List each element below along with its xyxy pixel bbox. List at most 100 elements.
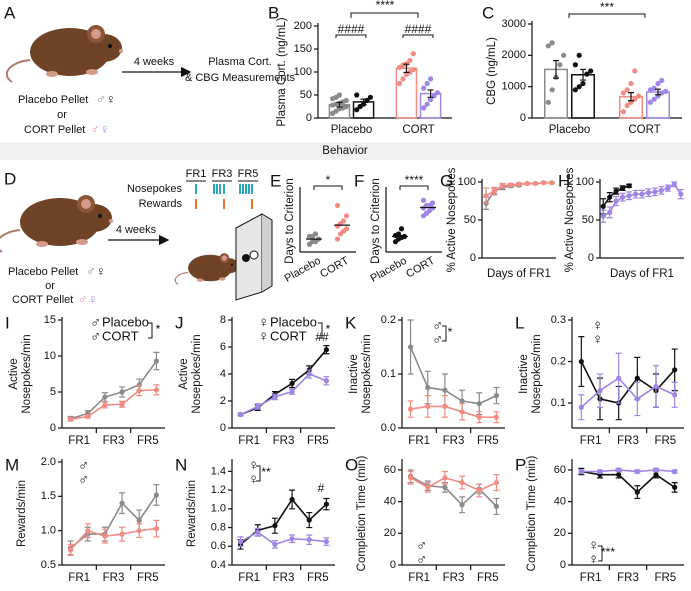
y-tick-label: 0.0 xyxy=(381,422,396,434)
data-point xyxy=(459,502,465,508)
data-point xyxy=(616,375,622,381)
data-point xyxy=(607,209,613,215)
data-point xyxy=(306,371,312,377)
sex-symbol: ♂ xyxy=(90,121,100,136)
legend-symbol: ♂ xyxy=(90,314,101,331)
group-label: CORT Pellet xyxy=(24,124,85,136)
data-point xyxy=(85,413,91,420)
y-tick-label: 60 xyxy=(384,464,396,476)
y-tick-label: 50 xyxy=(464,214,476,226)
y-axis-label: Active xyxy=(8,358,20,389)
y-tick-label: 0.8 xyxy=(211,521,226,533)
data-point xyxy=(153,387,160,393)
y-tick-label: 40 xyxy=(384,496,396,508)
x-group-label: FR5 xyxy=(137,572,159,584)
significance-label: * xyxy=(326,322,331,336)
y-axis-label: Plasma Cort. (ng/mL) xyxy=(276,17,288,126)
schedule-label: FR5 xyxy=(238,168,259,180)
x-tick-label: Placebo xyxy=(331,124,373,136)
y-axis-label: Completion Time (min) xyxy=(356,455,368,571)
significance-bracket xyxy=(313,185,343,190)
data-point xyxy=(459,480,465,486)
data-point xyxy=(334,236,341,242)
sex-symbol: ♀ xyxy=(96,263,106,278)
data-point xyxy=(634,396,640,402)
data-point xyxy=(425,403,431,409)
x-axis-label: Days of FR1 xyxy=(487,268,551,280)
data-point xyxy=(153,358,160,364)
data-point xyxy=(671,181,677,187)
significance-label: *** xyxy=(600,0,614,14)
x-group-label: FR1 xyxy=(238,435,260,447)
y-tick-label: 15 xyxy=(44,314,56,326)
data-point xyxy=(580,80,586,87)
significance-bracket xyxy=(568,13,646,18)
data-point xyxy=(620,109,626,115)
panel-letter: L xyxy=(515,313,524,332)
significance-label: * xyxy=(448,325,453,339)
significance-bracket xyxy=(256,465,261,482)
reward-ticks xyxy=(195,199,253,209)
series-line xyxy=(240,373,327,416)
data-point xyxy=(516,181,522,187)
significance-label: **** xyxy=(376,0,395,12)
x-group-label: FR5 xyxy=(477,572,499,584)
data-point xyxy=(102,533,108,539)
legend-symbol: ♂ xyxy=(432,317,443,334)
data-point xyxy=(343,103,349,110)
nosepoke-ticks xyxy=(195,184,253,194)
series-line xyxy=(69,527,157,551)
data-point xyxy=(600,203,606,209)
y-axis-label: % Active Nosepokes xyxy=(564,167,576,272)
series-line xyxy=(240,498,327,546)
y-tick-label: 1.5 xyxy=(41,490,56,502)
sex-symbol: ♂ xyxy=(86,263,96,278)
data-point xyxy=(545,99,551,105)
x-group-label: FR5 xyxy=(477,435,499,447)
y-tick-label: 0 xyxy=(390,559,396,571)
data-point xyxy=(442,475,448,481)
data-point xyxy=(306,517,312,523)
significance-label: * xyxy=(156,322,161,336)
significance-label: ## xyxy=(315,330,329,344)
y-axis-label: Rewards/min xyxy=(186,480,198,547)
significance-label: # xyxy=(318,481,325,495)
y-axis-label: Inactive xyxy=(518,354,530,394)
y-tick-label: 200 xyxy=(294,20,312,32)
data-point xyxy=(476,414,482,420)
x-group-label: FR1 xyxy=(68,572,90,584)
y-axis-label: % Active Nosepokes xyxy=(446,167,458,272)
x-group-label: FR3 xyxy=(617,572,639,584)
data-point xyxy=(119,389,125,395)
sex-symbol: ♀ xyxy=(106,91,116,106)
legend-symbol: ♀ xyxy=(258,328,269,345)
y-tick-label: 20 xyxy=(554,527,566,539)
data-point xyxy=(407,344,414,350)
x-group-label: FR1 xyxy=(580,572,602,584)
data-point xyxy=(272,394,278,400)
y-axis-label: Nosepokes/min xyxy=(21,334,33,413)
data-point xyxy=(549,40,555,46)
data-point xyxy=(665,185,671,191)
significance-label: #### xyxy=(405,22,432,36)
panel-letter: B xyxy=(268,3,279,22)
y-axis-label: CBG (ng/mL) xyxy=(486,37,498,105)
data-point xyxy=(312,231,319,237)
y-tick-label: 20 xyxy=(384,527,396,539)
y-tick-label: 0.5 xyxy=(41,559,56,571)
legend-symbol: ♀ xyxy=(248,471,259,488)
data-point xyxy=(427,76,434,82)
y-tick-label: 1.0 xyxy=(41,525,56,537)
data-point xyxy=(323,501,330,507)
sex-symbol: ♂ xyxy=(96,91,106,106)
data-point xyxy=(651,96,657,102)
x-group-label: FR3 xyxy=(103,435,125,447)
outcome-label: Plasma Cort. xyxy=(208,56,272,68)
data-point xyxy=(588,68,594,74)
data-point xyxy=(459,409,465,415)
y-tick-label: 2000 xyxy=(502,49,526,61)
error-bar xyxy=(403,63,410,74)
error-bar xyxy=(655,88,661,96)
y-axis-label: Inactive xyxy=(348,354,360,394)
y-tick-label: 40 xyxy=(554,496,566,508)
